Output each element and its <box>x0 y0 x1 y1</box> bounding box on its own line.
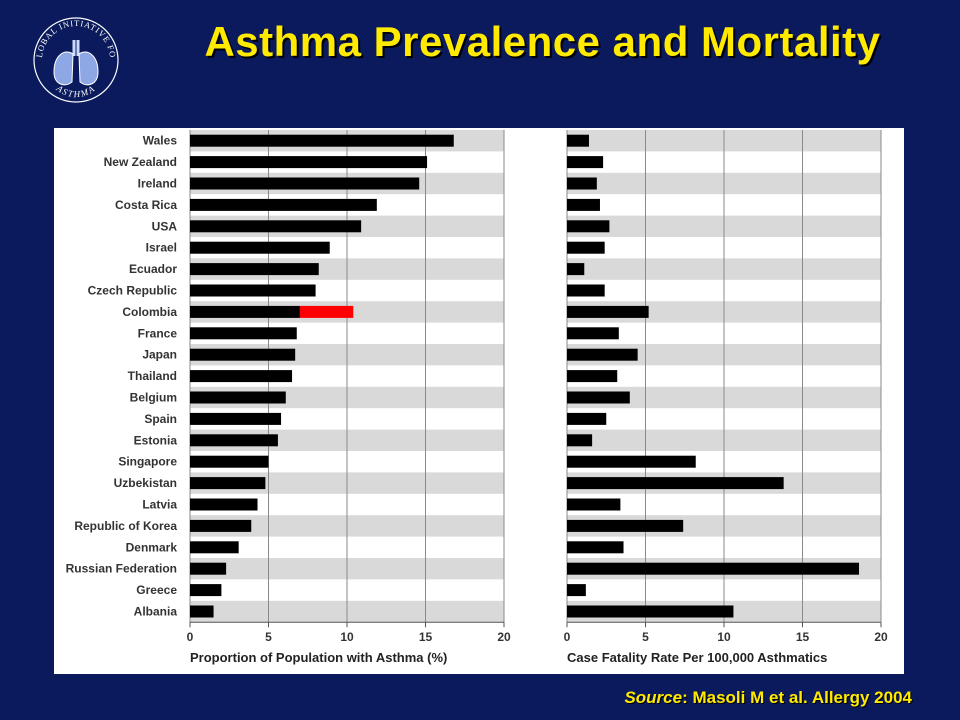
prevalence-bar <box>190 327 297 340</box>
left-tick-label: 15 <box>419 630 433 644</box>
fatality-bar <box>567 519 684 532</box>
prevalence-bar <box>190 305 300 318</box>
category-label: Greece <box>136 583 177 597</box>
prevalence-bar <box>190 134 454 147</box>
prevalence-bar <box>190 584 222 597</box>
fatality-bar <box>567 541 624 554</box>
left-tick-label: 10 <box>340 630 354 644</box>
x-axis-title-right: Case Fatality Rate Per 100,000 Asthmatic… <box>567 650 827 665</box>
left-tick-label: 5 <box>265 630 272 644</box>
source-text: : Masoli M et al. Allergy 2004 <box>682 688 912 707</box>
fatality-bar <box>567 156 604 169</box>
category-label: Japan <box>142 348 177 362</box>
prevalence-bar <box>190 370 293 383</box>
fatality-bar <box>567 348 638 361</box>
prevalence-bar <box>190 284 316 297</box>
svg-text:ASTHMA: ASTHMA <box>54 82 97 99</box>
prevalence-bar <box>190 477 266 490</box>
right-tick-label: 5 <box>642 630 649 644</box>
fatality-bar <box>567 434 593 447</box>
category-label: Estonia <box>134 433 178 447</box>
slide-title: Asthma Prevalence and Mortality <box>204 18 881 65</box>
prevalence-bar <box>190 263 319 276</box>
category-label: Wales <box>143 134 178 148</box>
fatality-bars <box>567 134 860 618</box>
category-label: Colombia <box>122 305 177 319</box>
right-tick-label: 10 <box>717 630 731 644</box>
fatality-bar <box>567 220 610 233</box>
category-label: Costa Rica <box>115 198 177 212</box>
source-key: Source <box>624 688 683 707</box>
prevalence-bar <box>190 519 252 532</box>
prevalence-bar <box>190 541 239 554</box>
fatality-bar <box>567 134 589 147</box>
prevalence-bar-highlight <box>299 305 354 318</box>
category-label: Israel <box>146 241 177 255</box>
category-label: Spain <box>144 412 177 426</box>
prevalence-bar <box>190 156 428 169</box>
right-tick-label: 0 <box>564 630 571 644</box>
prevalence-bar <box>190 412 282 425</box>
prevalence-bar <box>190 391 286 404</box>
category-label: New Zealand <box>104 155 177 169</box>
fatality-bar <box>567 605 734 618</box>
category-labels: Wales New Zealand Ireland Costa Rica USA Isra… <box>66 134 178 619</box>
prevalence-bar <box>190 605 214 618</box>
category-label: Uzbekistan <box>114 476 177 490</box>
prevalence-bar <box>190 348 296 361</box>
fatality-bar <box>567 562 860 575</box>
prevalence-bar <box>190 455 269 468</box>
category-label: Ecuador <box>129 262 177 276</box>
fatality-bar <box>567 412 607 425</box>
category-label: Czech Republic <box>88 284 178 298</box>
x-axis-title-left: Proportion of Population with Asthma (%) <box>190 650 447 665</box>
source-citation: Source: Masoli M et al. Allergy 2004 <box>624 688 912 708</box>
category-label: Latvia <box>142 498 177 512</box>
category-label: Belgium <box>130 391 177 405</box>
prevalence-bar <box>190 562 227 575</box>
category-label: Denmark <box>126 540 178 554</box>
left-tick-label: 20 <box>497 630 511 644</box>
fatality-bar <box>567 455 696 468</box>
dual-bar-chart: Wales New Zealand Ireland Costa Rica USA Isra… <box>66 130 888 665</box>
category-label: Singapore <box>118 455 177 469</box>
right-tick-label: 20 <box>874 630 888 644</box>
category-label: Albania <box>134 605 178 619</box>
fatality-bar <box>567 305 649 318</box>
prevalence-bar <box>190 198 377 211</box>
left-tick-label: 0 <box>187 630 194 644</box>
fatality-bar <box>567 284 605 297</box>
category-label: Republic of Korea <box>74 519 177 533</box>
fatality-bar <box>567 327 619 340</box>
fatality-bar <box>567 177 597 190</box>
fatality-bar <box>567 198 600 211</box>
category-label: USA <box>152 219 178 233</box>
category-label: Thailand <box>128 369 177 383</box>
fatality-bar <box>567 241 605 254</box>
fatality-bar <box>567 370 618 383</box>
category-label: France <box>138 326 178 340</box>
fatality-bar <box>567 391 630 404</box>
fatality-bar <box>567 498 621 511</box>
gina-logo: GLOBAL INITIATIVE FOR ASTHMA <box>27 2 122 110</box>
prevalence-bar <box>190 434 278 447</box>
prevalence-bar <box>190 220 362 233</box>
right-tick-label: 15 <box>796 630 810 644</box>
fatality-bar <box>567 477 784 490</box>
fatality-bar <box>567 584 586 597</box>
chart-panel: Wales New Zealand Ireland Costa Rica USA Isra… <box>54 128 904 674</box>
category-label: Ireland <box>138 177 177 191</box>
category-label: Russian Federation <box>66 562 177 576</box>
prevalence-bar <box>190 498 258 511</box>
tick-labels: 0 5 10 15 20 0 5 10 15 20 <box>187 630 888 644</box>
logo-text-bottom: ASTHMA <box>54 82 96 99</box>
prevalence-bars <box>190 134 454 618</box>
fatality-bar <box>567 263 585 276</box>
prevalence-bar <box>190 241 330 254</box>
prevalence-bar <box>190 177 420 190</box>
